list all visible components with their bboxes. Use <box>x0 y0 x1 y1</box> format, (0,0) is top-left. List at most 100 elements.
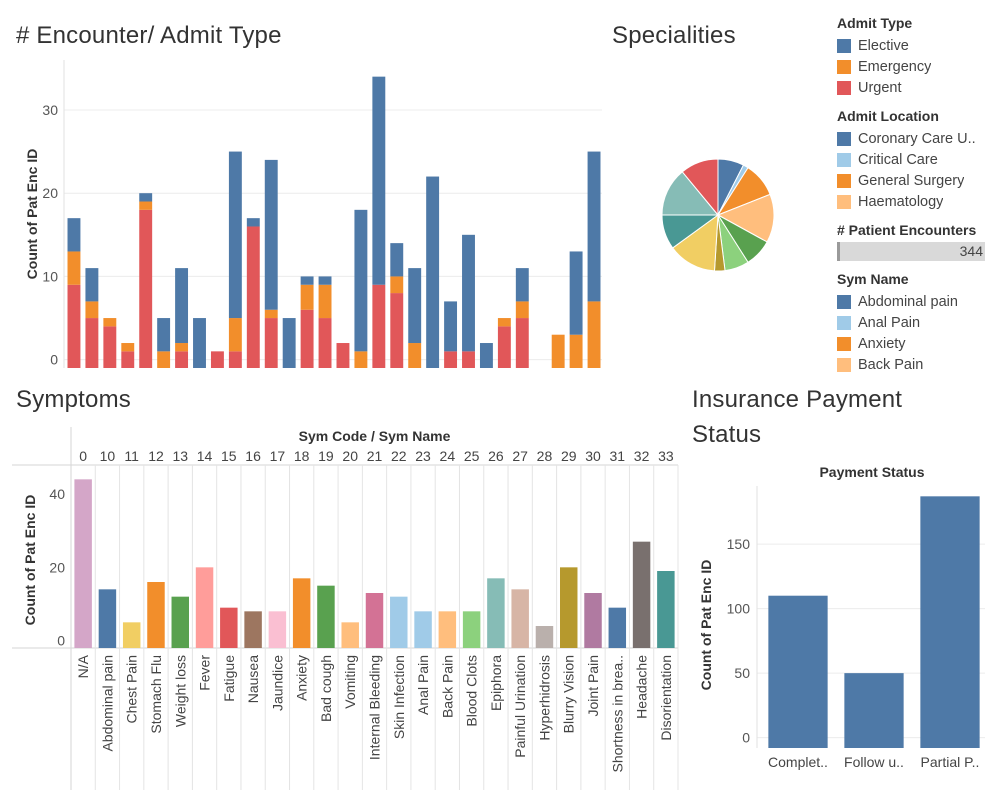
range-handle[interactable] <box>837 242 840 261</box>
legend-item-sym-name[interactable]: Back Pain <box>837 354 997 375</box>
y-axis-label: Count of Pat Enc ID <box>24 149 40 280</box>
bar-segment-urgent <box>318 318 332 368</box>
bar-segment-elective <box>444 301 458 352</box>
legend-swatch <box>837 194 851 209</box>
legend-panel: Admit Type Elective Emergency Urgent Admit… <box>837 14 997 384</box>
bar-segment-emergency <box>587 301 601 368</box>
patient-encounters-range-bar[interactable]: 344 <box>837 242 985 261</box>
sym-name-label: Stomach Flu <box>148 655 164 734</box>
sym-name-label: Abdominal pain <box>99 655 115 752</box>
sym-name-label: Jaundice <box>269 655 285 711</box>
legend-sym-name: Sym Name Abdominal pain Anal Pain Anxiety B… <box>837 270 997 375</box>
legend-label: Urgent <box>858 79 902 96</box>
pie-slice <box>681 158 719 217</box>
x-tick-label: Complet.. <box>768 754 828 770</box>
symptom-bar <box>632 541 651 648</box>
legend-swatch <box>837 294 851 309</box>
y-tick-label: 0 <box>742 730 750 746</box>
sym-code-label: 26 <box>488 448 504 464</box>
sym-name-label: Epiphora <box>488 655 504 711</box>
legend-heading: Admit Location <box>837 108 939 124</box>
bar-segment-elective <box>139 193 153 202</box>
symptom-bar <box>487 578 505 648</box>
sym-code-label: 27 <box>512 448 528 464</box>
sym-code-label: 21 <box>367 448 383 464</box>
bar-segment-elective <box>515 268 529 302</box>
bar-segment-emergency <box>85 301 99 319</box>
y-tick-label: 10 <box>42 268 58 284</box>
y-tick-label: 20 <box>49 559 65 575</box>
symptom-bar <box>244 611 262 648</box>
bar-segment-urgent <box>175 351 189 368</box>
legend-item-sym-name[interactable]: Anal Pain <box>837 312 997 333</box>
sym-code-label: 20 <box>342 448 358 464</box>
legend-item-admit-location[interactable]: General Surgery <box>837 170 997 191</box>
legend-item-admit-type[interactable]: Urgent <box>837 77 997 98</box>
symptom-bar <box>98 589 117 648</box>
sym-code-label: 32 <box>634 448 650 464</box>
y-tick-label: 100 <box>727 601 751 617</box>
sym-name-label: Vomiting <box>342 655 358 709</box>
y-tick-label: 20 <box>42 185 58 201</box>
legend-item-sym-name[interactable]: Anxiety <box>837 333 997 354</box>
sym-name-label: Back Pain <box>439 655 455 718</box>
legend-heading: Sym Name <box>837 271 909 287</box>
x-tick-label: Follow u.. <box>844 754 904 770</box>
sym-code-label: 16 <box>245 448 261 464</box>
legend-item-admit-type[interactable]: Elective <box>837 35 997 56</box>
legend-label: Back Pain <box>858 356 924 373</box>
bar-segment-elective <box>157 318 171 352</box>
y-tick-label: 0 <box>50 352 58 368</box>
bar-segment-urgent <box>497 326 511 368</box>
symptom-bar <box>559 567 578 648</box>
bar-segment-emergency <box>551 334 565 368</box>
y-tick-label: 40 <box>49 486 65 502</box>
sym-code-label: 31 <box>610 448 626 464</box>
bar-segment-urgent <box>67 284 81 368</box>
legend-item-admit-location[interactable]: Critical Care <box>837 149 997 170</box>
bar-segment-emergency <box>67 251 81 285</box>
sym-code-label: 13 <box>172 448 188 464</box>
insurance-chart-title-line1: Insurance Payment <box>692 386 903 413</box>
sym-code-label: 19 <box>318 448 334 464</box>
legend-swatch <box>837 38 851 53</box>
bar-segment-emergency <box>569 334 583 368</box>
bar-segment-urgent <box>210 351 224 368</box>
bar-segment-urgent <box>390 293 404 368</box>
bar-segment-emergency <box>515 301 529 319</box>
symptom-bar <box>511 589 529 648</box>
legend-admit-location: Admit Location Coronary Care U.. Critical… <box>837 107 997 212</box>
encounter-chart-title: # Encounter/ Admit Type <box>16 22 282 49</box>
legend-label: General Surgery <box>858 172 965 189</box>
payment-bar <box>768 595 828 748</box>
column-header: Sym Code / Sym Name <box>299 428 451 444</box>
bar-segment-emergency <box>300 284 314 310</box>
legend-item-admit-location[interactable]: Coronary Care U.. <box>837 128 997 149</box>
sym-code-label: 12 <box>148 448 164 464</box>
sym-code-label: 17 <box>270 448 286 464</box>
bar-segment-elective <box>264 159 278 310</box>
symptom-bar <box>268 611 287 648</box>
sym-name-label: Joint Pain <box>585 655 601 716</box>
sym-name-label: Disorientation <box>658 655 674 741</box>
legend-swatch <box>837 152 851 167</box>
payment-bar <box>920 496 980 748</box>
bar-segment-urgent <box>515 318 529 368</box>
bar-segment-elective <box>569 251 583 335</box>
legend-item-admit-type[interactable]: Emergency <box>837 56 997 77</box>
bar-segment-elective <box>372 76 386 285</box>
sym-code-label: 24 <box>440 448 456 464</box>
symptom-bar <box>147 582 165 648</box>
sym-name-label: Bad cough <box>318 655 334 722</box>
sym-name-label: Skin Infection <box>391 655 407 739</box>
bar-segment-elective <box>282 318 296 368</box>
symptom-bar <box>220 607 238 648</box>
sym-code-label: 33 <box>658 448 674 464</box>
bar-segment-emergency <box>228 318 242 352</box>
bar-segment-emergency <box>354 351 368 368</box>
legend-item-admit-location[interactable]: Haematology <box>837 191 997 212</box>
bar-segment-emergency <box>390 276 404 294</box>
legend-patient-encounters: # Patient Encounters 344 <box>837 221 997 261</box>
sym-name-label: Blurry Vision <box>561 655 577 733</box>
legend-item-sym-name[interactable]: Abdominal pain <box>837 291 997 312</box>
